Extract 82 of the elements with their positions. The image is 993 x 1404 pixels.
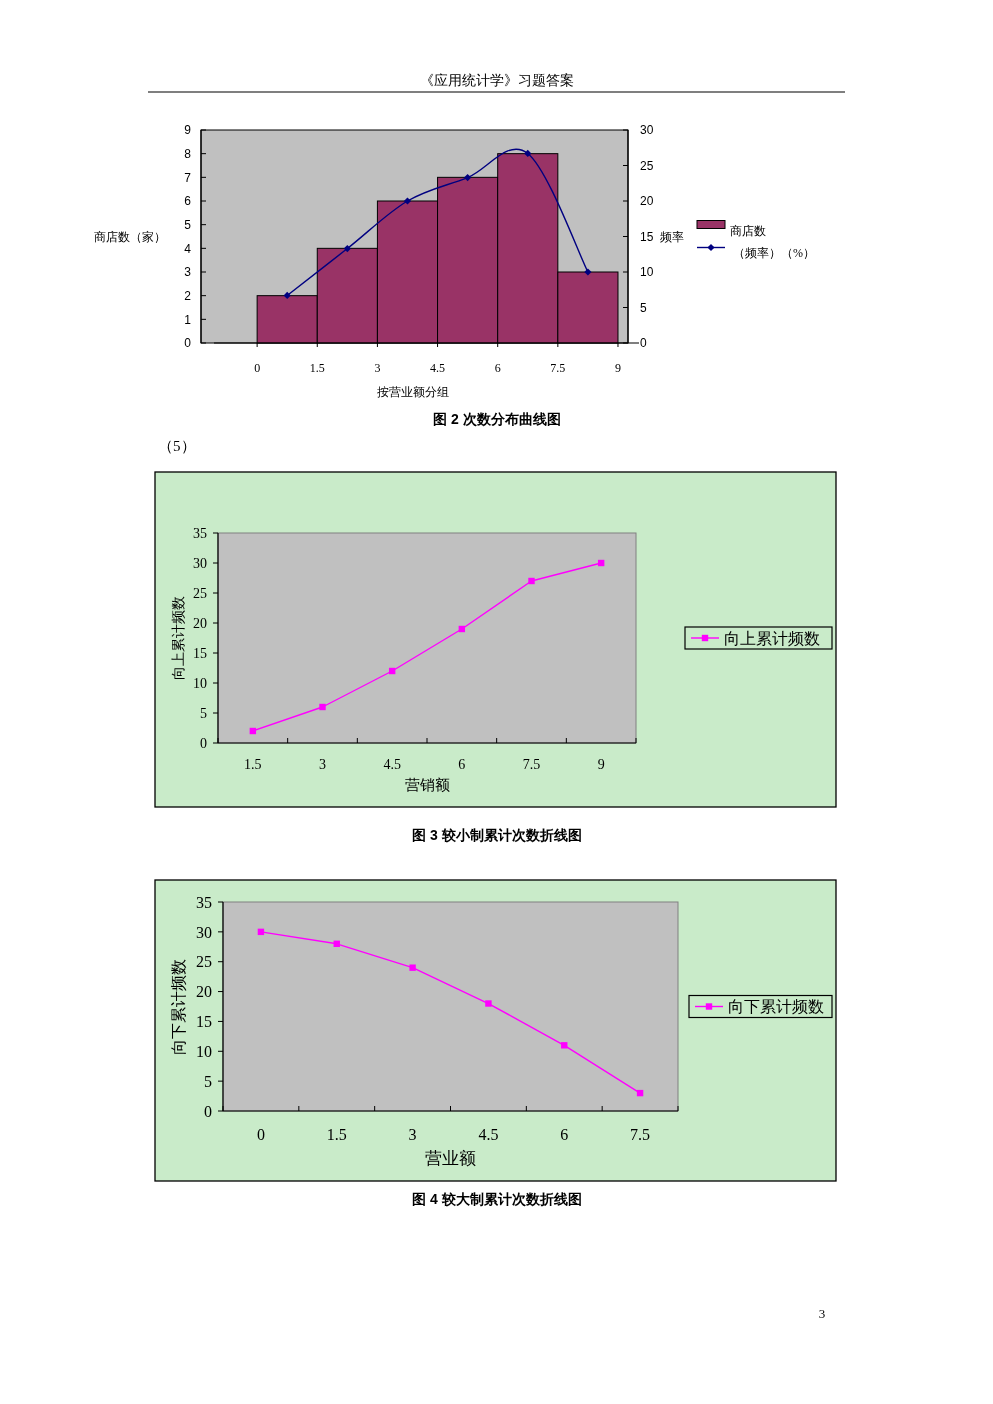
y-tick-label: 7 (184, 170, 192, 185)
y-tick-label: 5 (200, 706, 207, 722)
point (464, 173, 472, 182)
y-tick-label: 1 (184, 312, 192, 327)
x-tick-label: 4.5 (478, 1126, 499, 1143)
y2-tick-label: 30 (640, 123, 654, 138)
legend-label: 商店数 (730, 223, 766, 238)
y-tick-label: 30 (196, 923, 212, 941)
y-tick-label: 4 (184, 241, 192, 256)
y-tick-label: 2 (184, 288, 192, 303)
y2-axis-title: 频率 (660, 229, 684, 244)
point (524, 149, 532, 158)
y-tick-label: 9 (184, 123, 192, 138)
x-axis-title: 营业额 (425, 1149, 476, 1168)
y-tick-label: 15 (193, 646, 207, 662)
y-axis-title: 向上累计频数 (171, 596, 186, 680)
y2-tick-label: 15 (640, 229, 654, 244)
y2-tick-label: 0 (640, 336, 647, 351)
text: （5） (158, 438, 196, 454)
text: 图 4 较大制累计次数折线图 (412, 1191, 582, 1207)
x-tick-label: 1.5 (326, 1126, 347, 1143)
x-tick-label: 3 (408, 1126, 417, 1143)
y-tick-label: 5 (204, 1072, 212, 1090)
y-tick-label: 25 (193, 586, 207, 602)
x-tick-label: 4.5 (383, 757, 401, 772)
point (485, 1000, 492, 1007)
y-tick-label: 20 (196, 983, 212, 1001)
x-tick-label: 0 (256, 1126, 265, 1143)
y-tick-label: 35 (193, 526, 207, 542)
x-tick-label: 6 (458, 757, 466, 772)
point (403, 197, 412, 205)
y-tick-label: 6 (184, 194, 192, 209)
point (528, 577, 535, 585)
y2-tick-label: 5 (640, 300, 647, 315)
y-tick-label: 0 (200, 736, 207, 752)
y-tick-label: 30 (193, 556, 207, 572)
text: 3 (818, 1306, 826, 1321)
legend-label: （频率）（%） (733, 245, 815, 260)
legend: 向上累计频数 (684, 626, 833, 650)
point (319, 703, 326, 711)
x-tick-label: 9 (597, 757, 605, 772)
point (584, 268, 592, 276)
legend-label: 向上累计频数 (724, 629, 820, 647)
y-tick-label: 20 (193, 616, 207, 632)
point (343, 244, 351, 253)
y-tick-label: 8 (184, 146, 192, 161)
x-tick-label: 9 (614, 361, 621, 375)
x-axis-title: 按营业额分组 (377, 385, 449, 399)
y2-tick-label: 10 (640, 265, 654, 280)
x-tick-label: 6 (560, 1126, 569, 1143)
x-tick-label: 0 (254, 361, 261, 375)
y-axis-title: 向下累计频数 (170, 958, 187, 1055)
point (283, 291, 291, 300)
y-axis-title: 商店数（家） (94, 229, 166, 244)
x-axis-title: 营销额 (404, 777, 450, 793)
x-tick-label: 4.5 (430, 361, 446, 375)
text: 图 2 次数分布曲线图 (433, 411, 561, 427)
x-tick-label: 1.5 (244, 757, 262, 772)
x-tick-label: 7.5 (630, 1126, 651, 1143)
y-tick-label: 10 (193, 676, 207, 692)
y2-tick-label: 20 (640, 194, 654, 209)
y-tick-label: 35 (196, 893, 212, 911)
y-tick-label: 5 (184, 217, 192, 232)
x-tick-label: 6 (494, 361, 501, 375)
point (409, 964, 416, 971)
y-tick-label: 3 (184, 265, 192, 280)
y2-tick-label: 25 (640, 158, 654, 173)
legend: 向下累计频数 (688, 994, 833, 1019)
y-tick-label: 25 (196, 953, 212, 971)
legend-label: 向下累计频数 (728, 998, 824, 1016)
x-tick-label: 7.5 (522, 757, 541, 772)
point (561, 1042, 568, 1049)
x-tick-label: 7.5 (550, 361, 566, 375)
y-tick-label: 10 (196, 1043, 212, 1061)
text: 图 3 较小制累计次数折线图 (412, 827, 582, 843)
y-tick-label: 0 (184, 336, 192, 351)
x-tick-label: 1.5 (309, 361, 325, 375)
y-tick-label: 0 (204, 1102, 212, 1120)
text: 《应用统计学》习题答案 (420, 72, 574, 88)
y-tick-label: 15 (196, 1013, 212, 1031)
x-tick-label: 3 (319, 757, 326, 772)
x-tick-label: 3 (374, 361, 381, 375)
